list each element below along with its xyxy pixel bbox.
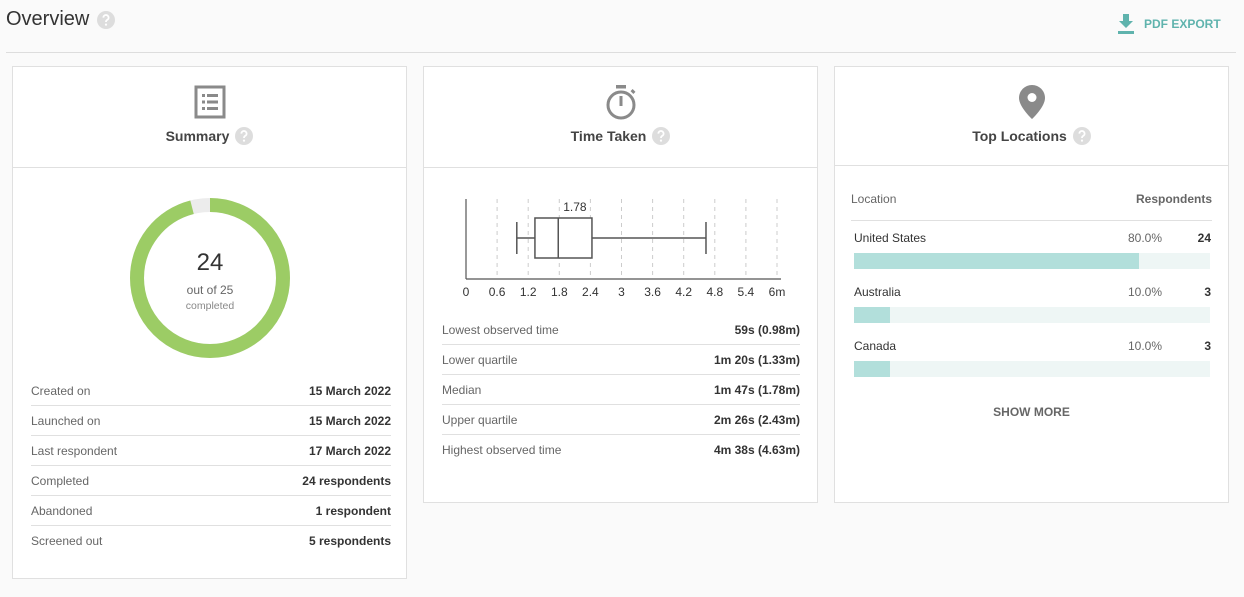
donut-arc: [130, 198, 290, 358]
x-tick-label: 1.2: [520, 285, 537, 299]
header: Overview: [6, 8, 116, 31]
x-tick-label: 4.8: [706, 285, 723, 299]
help-icon[interactable]: [1072, 127, 1091, 145]
card-header: Summary: [13, 67, 406, 168]
table-row: Screened out 5 respondents: [31, 526, 391, 556]
donut-caption: completed: [186, 300, 235, 312]
row-label: Upper quartile: [442, 412, 518, 427]
donut-value: 24: [197, 249, 224, 276]
bar-track: [854, 307, 1210, 323]
page-title: Overview: [6, 8, 90, 30]
row-value: 1 respondent: [315, 503, 391, 518]
location-count: 3: [1204, 285, 1211, 299]
row-value: 1m 20s (1.33m): [713, 352, 800, 367]
card-title-row: Summary: [13, 127, 406, 145]
location-name: Canada: [854, 339, 897, 353]
box: [534, 217, 593, 259]
bar: [854, 307, 890, 323]
card-title: Top Locations: [972, 128, 1067, 144]
location-count: 3: [1204, 339, 1211, 353]
row-label: Last respondent: [31, 443, 118, 458]
x-tick-label: 0.6: [489, 285, 506, 299]
card-title-row: Top Locations: [835, 127, 1228, 145]
help-icon[interactable]: [652, 127, 671, 145]
card-title-row: Time Taken: [424, 127, 817, 145]
header-rule: [6, 52, 1236, 53]
median-label: 1.78: [563, 200, 587, 214]
table-row: Launched on 15 March 2022: [31, 406, 391, 436]
row-value: 15 March 2022: [308, 413, 391, 428]
table-row: Last respondent 17 March 2022: [31, 436, 391, 466]
row-value: 1m 47s (1.78m): [713, 382, 800, 397]
x-tick-label: 2.4: [582, 285, 599, 299]
location-percent: 10.0%: [1127, 285, 1162, 299]
table-row: Highest observed time 4m 38s (4.63m): [442, 435, 800, 465]
show-more[interactable]: SHOW MORE: [993, 405, 1070, 419]
location-name: United States: [854, 231, 927, 245]
download-icon: [1118, 14, 1134, 34]
table-row: Created on 15 March 2022: [31, 376, 391, 406]
donut: 24 out of 25 completed: [130, 198, 290, 358]
x-tick-label: 6m: [769, 285, 786, 299]
stopwatch-icon: [606, 85, 635, 120]
bar-track: [854, 361, 1210, 377]
summary-icon: [194, 85, 225, 119]
row-label: Launched on: [31, 413, 101, 428]
x-tick-label: 3: [618, 285, 625, 299]
header-rule: [851, 220, 1212, 221]
help-icon[interactable]: [97, 10, 116, 29]
row-label: Lowest observed time: [442, 322, 559, 337]
row-value: 15 March 2022: [308, 383, 391, 398]
row-label: Screened out: [31, 534, 103, 548]
bar: [854, 253, 1139, 269]
help-icon[interactable]: [235, 127, 254, 145]
row-label: Created on: [31, 383, 91, 398]
location-percent: 10.0%: [1127, 339, 1162, 353]
row-label: Median: [442, 382, 482, 397]
card-header: Top Locations: [835, 67, 1228, 166]
location-percent: 80.0%: [1127, 231, 1162, 245]
box-plot: 0 0.6 1.2 1.8 2.4 3 3.6 4.2 4.8 5.4 6m 1.78: [463, 199, 786, 299]
row-label: Highest observed time: [442, 443, 562, 457]
table-row: Lower quartile 1m 20s (1.33m): [442, 345, 800, 375]
location-name: Australia: [854, 285, 901, 299]
x-tick-label: 3.6: [644, 285, 661, 299]
locations-card: Top Locations Location Respondents Unite…: [834, 66, 1229, 503]
bar: [854, 361, 890, 377]
x-tick-label: 1.8: [551, 285, 568, 299]
row-value: 5 respondents: [308, 534, 391, 548]
card-header: Time Taken: [424, 67, 817, 168]
time-card: Time Taken 0 0.6 1.2 1.8 2.4 3 3.6 4.2 4.8 5.4 6m 1…: [423, 66, 818, 503]
row-value: 17 March 2022: [308, 443, 391, 458]
x-tick-label: 0: [463, 285, 470, 299]
table-row: Completed 24 respondents: [31, 466, 391, 496]
pdf-export[interactable]: PDF EXPORT: [1117, 14, 1221, 34]
row-value: 24 respondents: [302, 473, 391, 488]
pin-icon: [1018, 85, 1045, 119]
row-label: Abandoned: [31, 503, 93, 518]
row-label: Completed: [31, 473, 90, 488]
column-header: Respondents: [1135, 192, 1212, 206]
row-value: 2m 26s (2.43m): [713, 412, 800, 427]
table-row: Median 1m 47s (1.78m): [442, 375, 800, 405]
card-title: Time Taken: [570, 128, 647, 144]
bar-track: [854, 253, 1210, 269]
table-row: Lowest observed time 59s (0.98m): [442, 315, 800, 345]
table-row: Upper quartile 2m 26s (2.43m): [442, 405, 800, 435]
table-row: Abandoned 1 respondent: [31, 496, 391, 526]
summary-card: Summary 24 out of 25 completed Created o…: [12, 66, 407, 579]
row-label: Lower quartile: [442, 352, 518, 367]
donut-total: out of 25: [187, 283, 234, 297]
location-count: 24: [1197, 231, 1211, 245]
card-title: Summary: [165, 128, 230, 144]
export-label: PDF EXPORT: [1144, 17, 1221, 31]
row-value: 59s (0.98m): [734, 322, 800, 337]
x-tick-label: 4.2: [675, 285, 692, 299]
row-value: 4m 38s (4.63m): [713, 443, 800, 457]
column-header: Location: [851, 192, 897, 206]
x-tick-label: 5.4: [738, 285, 755, 299]
